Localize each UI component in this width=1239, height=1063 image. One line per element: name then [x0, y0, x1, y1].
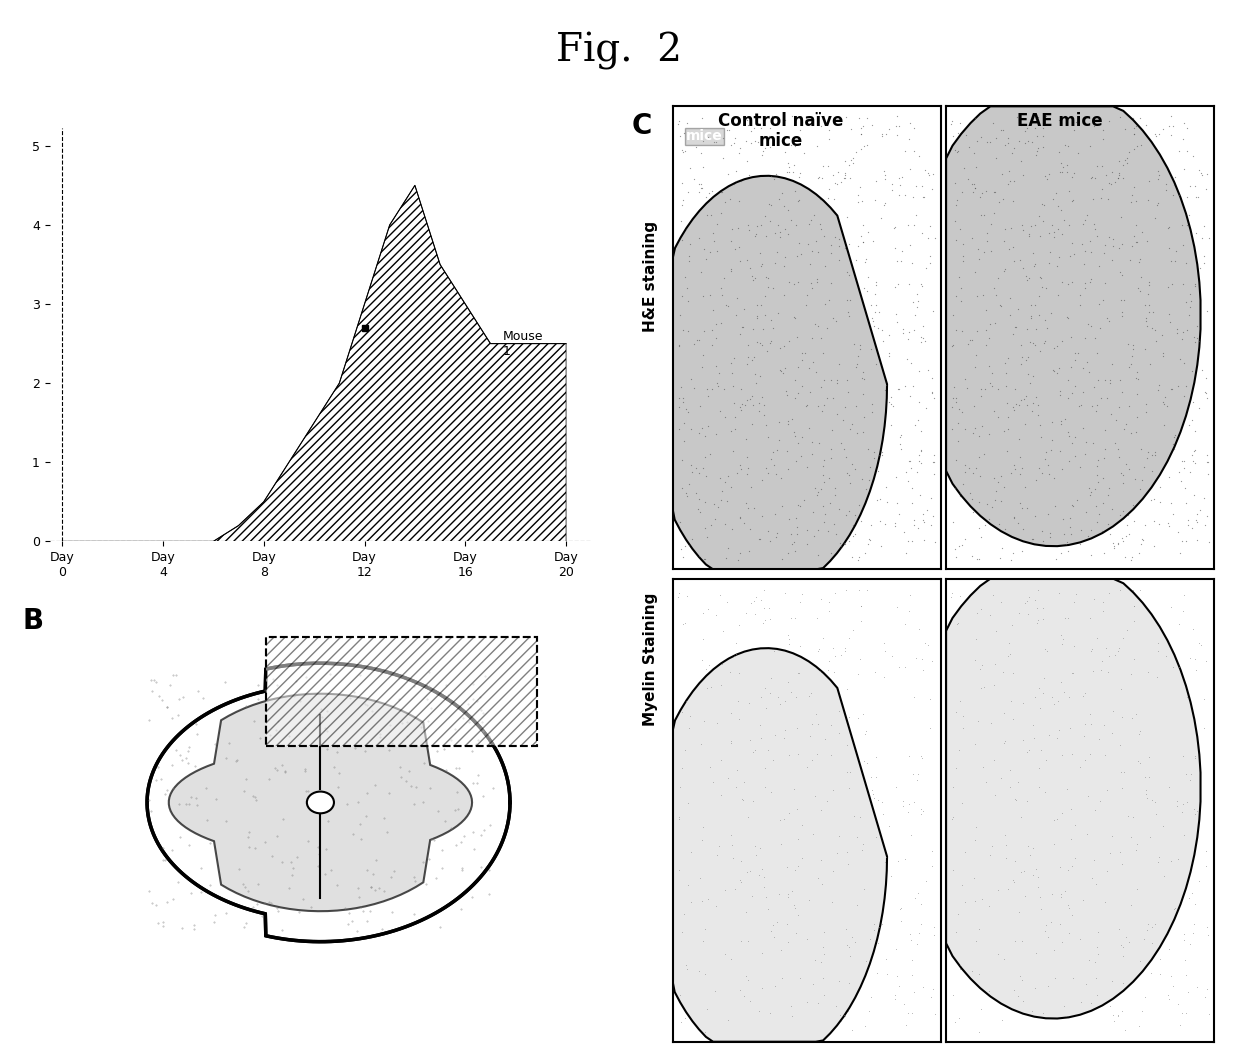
- Polygon shape: [947, 578, 1201, 1018]
- Polygon shape: [169, 694, 472, 911]
- Text: mice: mice: [686, 130, 722, 144]
- Polygon shape: [673, 648, 887, 1042]
- Text: Myelin Staining: Myelin Staining: [643, 592, 658, 726]
- Polygon shape: [673, 175, 887, 570]
- Text: EAE mice: EAE mice: [1016, 112, 1103, 130]
- Text: H&E staining: H&E staining: [643, 221, 658, 332]
- Polygon shape: [147, 663, 510, 942]
- Polygon shape: [62, 185, 566, 541]
- Text: Control naïve
mice: Control naïve mice: [717, 112, 844, 151]
- Text: Mouse
1: Mouse 1: [503, 330, 544, 357]
- Polygon shape: [147, 663, 510, 942]
- Polygon shape: [947, 106, 1201, 546]
- Text: C: C: [632, 112, 652, 139]
- Text: B: B: [22, 607, 43, 635]
- Circle shape: [307, 792, 335, 813]
- Text: Fig.  2: Fig. 2: [556, 32, 683, 70]
- FancyBboxPatch shape: [266, 637, 536, 746]
